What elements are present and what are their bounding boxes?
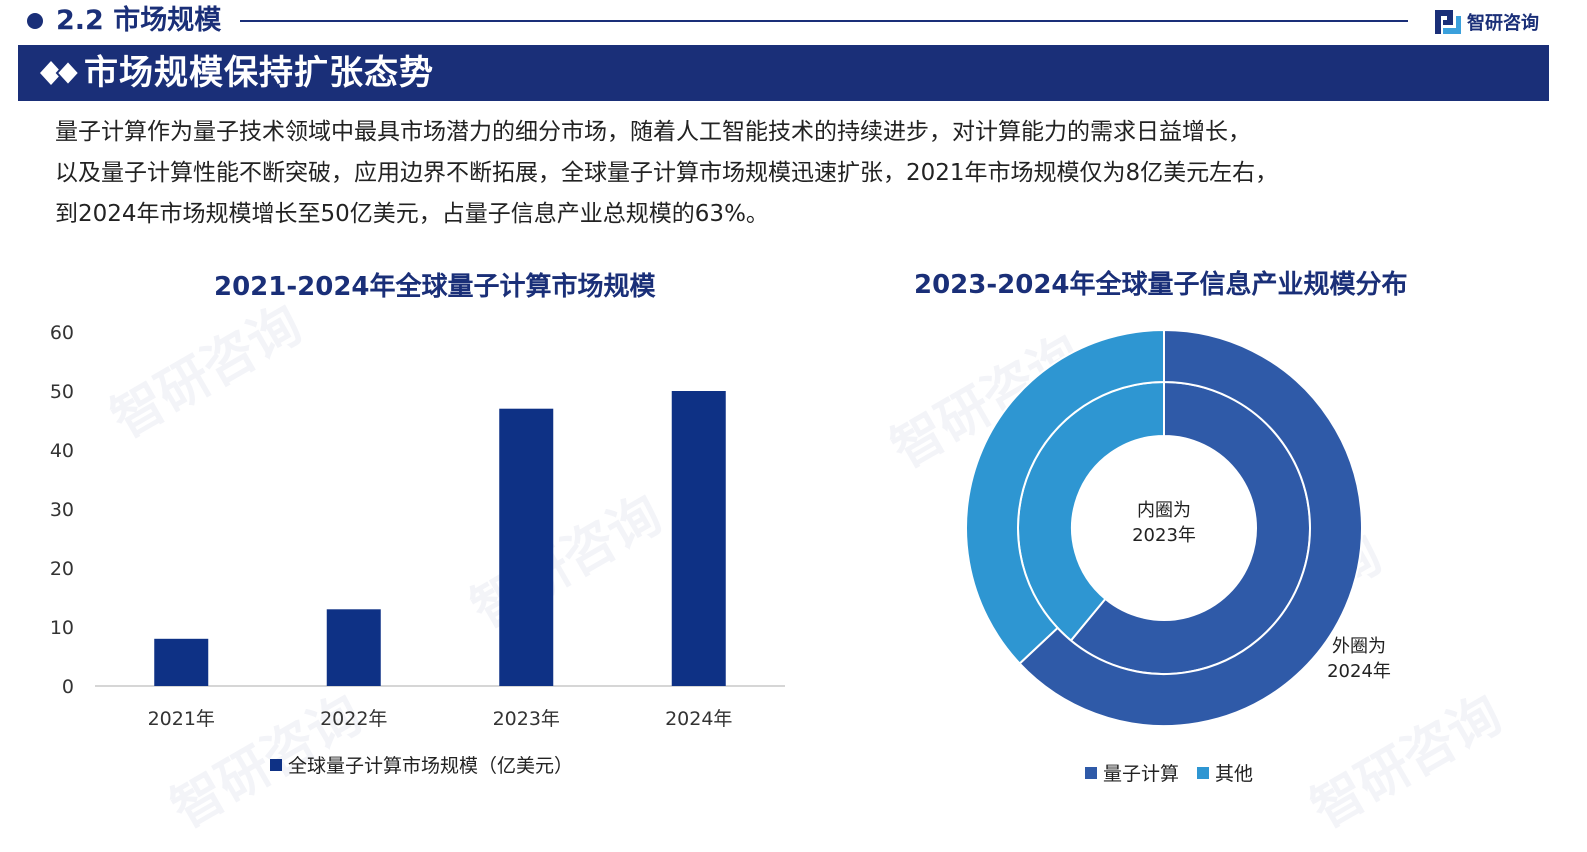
outer-ring-label: 2024年	[1327, 661, 1391, 682]
x-tick-label: 2021年	[148, 708, 215, 730]
bar	[499, 408, 554, 686]
legend-swatch	[1085, 766, 1097, 779]
brand-logo-icon	[1435, 10, 1461, 34]
description-paragraph: 量子计算作为量子技术领域中最具市场潜力的细分市场，随着人工智能技术的持续进步，对…	[55, 112, 1555, 235]
diamond-icon	[40, 60, 81, 86]
donut-chart-title: 2023-2024年全球量子信息产业规模分布	[914, 270, 1408, 300]
legend-label: 量子计算	[1103, 763, 1180, 785]
legend-item-quantum: 量子计算	[1085, 759, 1179, 786]
bar-chart-title: 2021-2024年全球量子计算市场规模	[214, 272, 656, 302]
legend-swatch	[270, 758, 282, 771]
inner-ring-label: 内圈为	[1137, 500, 1191, 521]
bar	[154, 638, 209, 686]
brand-name: 智研咨询	[1467, 13, 1539, 34]
y-tick-label: 0	[62, 676, 74, 698]
paragraph-line: 到2024年市场规模增长至50亿美元，占量子信息产业总规模的63%。	[55, 201, 769, 227]
legend-label: 全球量子计算市场规模（亿美元）	[288, 755, 574, 777]
y-tick-label: 20	[50, 558, 74, 580]
paragraph-line: 量子计算作为量子技术领域中最具市场潜力的细分市场，随着人工智能技术的持续进步，对…	[55, 119, 1251, 145]
y-tick-label: 40	[50, 440, 74, 462]
outer-ring-slice-other	[965, 328, 1165, 665]
legend-item-other: 其他	[1197, 759, 1253, 786]
header-divider	[240, 20, 1408, 22]
bar	[671, 391, 726, 686]
y-tick-label: 10	[50, 617, 74, 639]
bar	[326, 609, 381, 686]
banner-title: 市场规模保持扩张态势	[84, 53, 434, 93]
brand: 智研咨询	[1433, 6, 1539, 38]
bullet-icon	[27, 13, 43, 29]
legend-swatch	[1197, 766, 1210, 779]
inner-ring-label: 2023年	[1132, 525, 1196, 546]
x-tick-label: 2024年	[665, 708, 732, 730]
y-tick-label: 60	[50, 322, 74, 344]
x-tick-label: 2022年	[320, 708, 387, 730]
donut-chart-legend: 量子计算 其他	[1085, 759, 1271, 786]
bar-chart-legend: 全球量子计算市场规模（亿美元）	[270, 751, 573, 778]
legend-label: 其他	[1215, 763, 1254, 785]
paragraph-line: 以及量子计算性能不断突破，应用边界不断拓展，全球量子计算市场规模迅速扩张，202…	[55, 160, 1279, 186]
section-title: 2.2 市场规模	[56, 5, 222, 36]
y-tick-label: 50	[50, 381, 74, 403]
banner: 市场规模保持扩张态势	[18, 45, 1549, 101]
top-header: 2.2 市场规模 智研咨询	[0, 0, 1587, 44]
x-tick-label: 2023年	[493, 708, 560, 730]
outer-ring-slice-quantum	[1018, 328, 1363, 727]
y-tick-label: 30	[50, 499, 74, 521]
bar-chart: 0 10 20 30 40 50 60 2021年 2022年 2023年 2024年	[50, 322, 785, 730]
outer-ring-label: 外圈为	[1332, 636, 1386, 657]
